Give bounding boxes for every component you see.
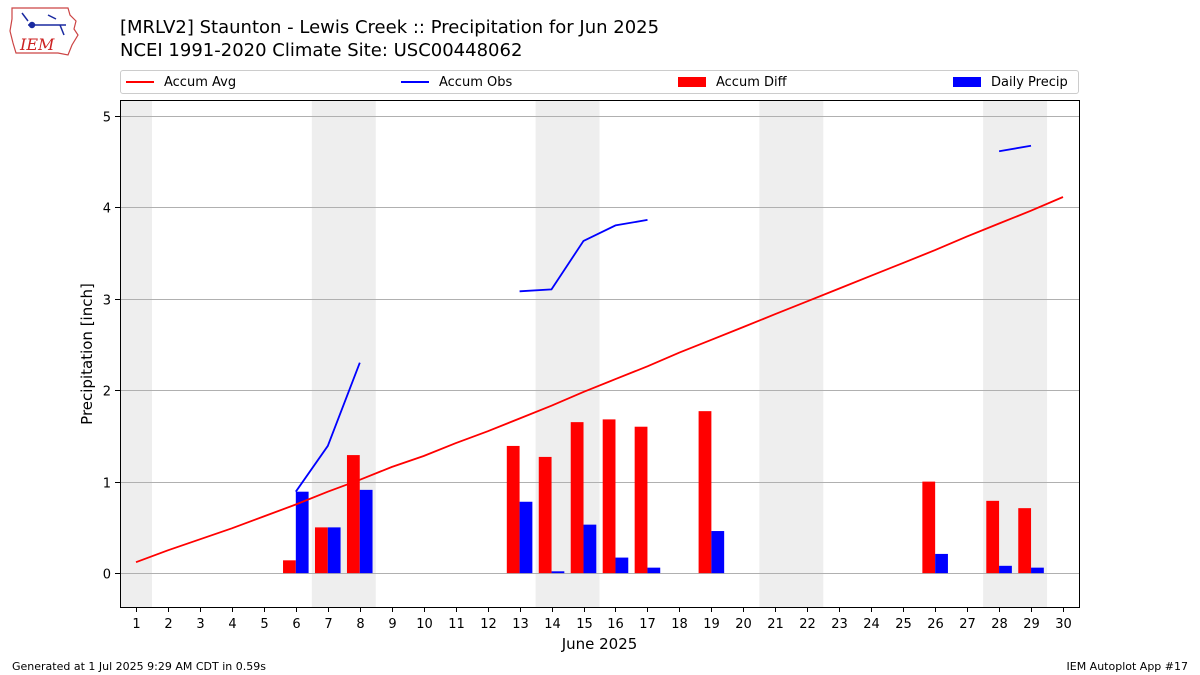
x-tick-label: 13 <box>512 617 529 632</box>
bar-daily-precip <box>999 565 1012 574</box>
y-tick-label: 4 <box>103 202 111 217</box>
legend-label-accum-obs: Accum Obs <box>439 74 513 90</box>
bar-daily-precip <box>615 557 629 574</box>
x-tick-label: 8 <box>356 617 364 632</box>
bar-daily-precip <box>327 527 341 574</box>
weekend-band-3 <box>535 100 600 607</box>
y-axis-label: Precipitation [inch] <box>78 283 96 425</box>
x-tick-label: 26 <box>927 617 944 632</box>
bar-daily-precip <box>359 489 373 574</box>
x-axis-label: June 2025 <box>561 635 638 653</box>
x-tick-label: 20 <box>735 617 752 632</box>
x-tick-label: 1 <box>132 617 140 632</box>
bar-accum-diff <box>986 500 1000 574</box>
x-tick-label: 15 <box>576 617 593 632</box>
x-tick-label: 3 <box>196 617 204 632</box>
x-tick-label: 11 <box>448 617 465 632</box>
x-tick-label: 14 <box>544 617 561 632</box>
x-tick-label: 25 <box>895 617 912 632</box>
x-tick-label: 18 <box>671 617 688 632</box>
bar-accum-diff <box>698 411 712 574</box>
y-tick-label: 2 <box>103 385 111 400</box>
bar-daily-precip <box>1031 567 1044 574</box>
bar-accum-diff <box>602 419 616 574</box>
bar-daily-precip <box>711 531 725 574</box>
x-tick-label: 27 <box>959 617 976 632</box>
legend-label-accum-diff: Accum Diff <box>716 74 787 90</box>
line-accum-obs <box>519 219 648 293</box>
bars <box>283 411 1044 574</box>
legend-swatch-accum-diff <box>678 77 706 87</box>
y-tick-label: 0 <box>103 568 111 583</box>
bar-daily-precip <box>935 553 948 574</box>
bar-daily-precip <box>519 501 533 574</box>
x-tick-label: 5 <box>260 617 268 632</box>
legend-item-accum-diff: Accum Diff <box>678 71 787 93</box>
bar-daily-precip <box>551 571 565 574</box>
weekend-band-5 <box>983 100 1048 607</box>
footer-app: IEM Autoplot App #17 <box>1066 660 1189 673</box>
x-tick-label: 17 <box>639 617 656 632</box>
legend-swatch-accum-avg <box>126 81 154 83</box>
bar-accum-diff <box>570 422 584 574</box>
line-accum-obs <box>295 362 361 493</box>
y-tick-label: 5 <box>103 111 111 126</box>
logo-text: IEM <box>19 35 55 54</box>
x-tick-label: 22 <box>799 617 816 632</box>
bar-accum-diff <box>922 481 936 574</box>
weekend-band-2 <box>311 100 376 607</box>
x-tick-label: 23 <box>831 617 848 632</box>
legend-label-accum-avg: Accum Avg <box>164 74 237 90</box>
x-tick-label: 12 <box>480 617 497 632</box>
line-accum-obs <box>998 144 1032 153</box>
legend-item-daily-precip: Daily Precip <box>953 71 1068 93</box>
x-tick-label: 28 <box>991 617 1008 632</box>
chart-title: [MRLV2] Staunton - Lewis Creek :: Precip… <box>120 17 660 38</box>
legend-item-accum-obs: Accum Obs <box>401 71 512 93</box>
iowa-outline-icon <box>9 7 79 56</box>
x-tick-label: 2 <box>164 617 172 632</box>
series-lines <box>135 144 1064 564</box>
legend-label-daily-precip: Daily Precip <box>991 74 1068 90</box>
legend: Accum Avg Accum Obs Accum Diff Daily Pre… <box>120 70 1079 94</box>
x-tick-label: 9 <box>388 617 396 632</box>
y-tick-label: 3 <box>103 294 111 309</box>
x-tick-label: 16 <box>607 617 624 632</box>
weekend-band-1 <box>120 100 152 607</box>
line-accum-avg <box>135 196 1064 564</box>
legend-swatch-daily-precip <box>953 77 981 87</box>
legend-swatch-accum-obs <box>401 81 429 83</box>
chart-subtitle: NCEI 1991-2020 Climate Site: USC00448062 <box>120 40 523 61</box>
bar-accum-diff <box>506 445 520 574</box>
bar-accum-diff <box>634 426 648 574</box>
bar-accum-diff <box>314 527 328 574</box>
iem-logo: IEM <box>9 7 79 56</box>
weather-station-icon <box>21 12 66 36</box>
footer-generated: Generated at 1 Jul 2025 9:29 AM CDT in 0… <box>12 660 266 673</box>
bar-daily-precip <box>647 567 661 574</box>
bar-accum-diff <box>1018 508 1032 574</box>
weekend-shading <box>120 100 1048 607</box>
bar-daily-precip <box>295 491 309 574</box>
x-tick-label: 10 <box>416 617 433 632</box>
x-tick-label: 7 <box>324 617 332 632</box>
y-gridlines <box>120 116 1079 574</box>
x-tick-label: 30 <box>1055 617 1072 632</box>
x-tick-label: 29 <box>1023 617 1040 632</box>
x-tick-label: 19 <box>703 617 720 632</box>
plot-frame <box>120 100 1080 608</box>
y-tick-label: 1 <box>103 477 111 492</box>
legend-item-accum-avg: Accum Avg <box>126 71 236 93</box>
bar-daily-precip <box>583 524 597 574</box>
bar-accum-diff <box>346 455 360 574</box>
x-tick-label: 21 <box>767 617 784 632</box>
bar-accum-diff <box>538 456 552 574</box>
x-tick-label: 4 <box>228 617 236 632</box>
bar-accum-diff <box>283 560 296 574</box>
x-tick-label: 6 <box>292 617 300 632</box>
weekend-band-4 <box>759 100 824 607</box>
x-tick-label: 24 <box>863 617 880 632</box>
